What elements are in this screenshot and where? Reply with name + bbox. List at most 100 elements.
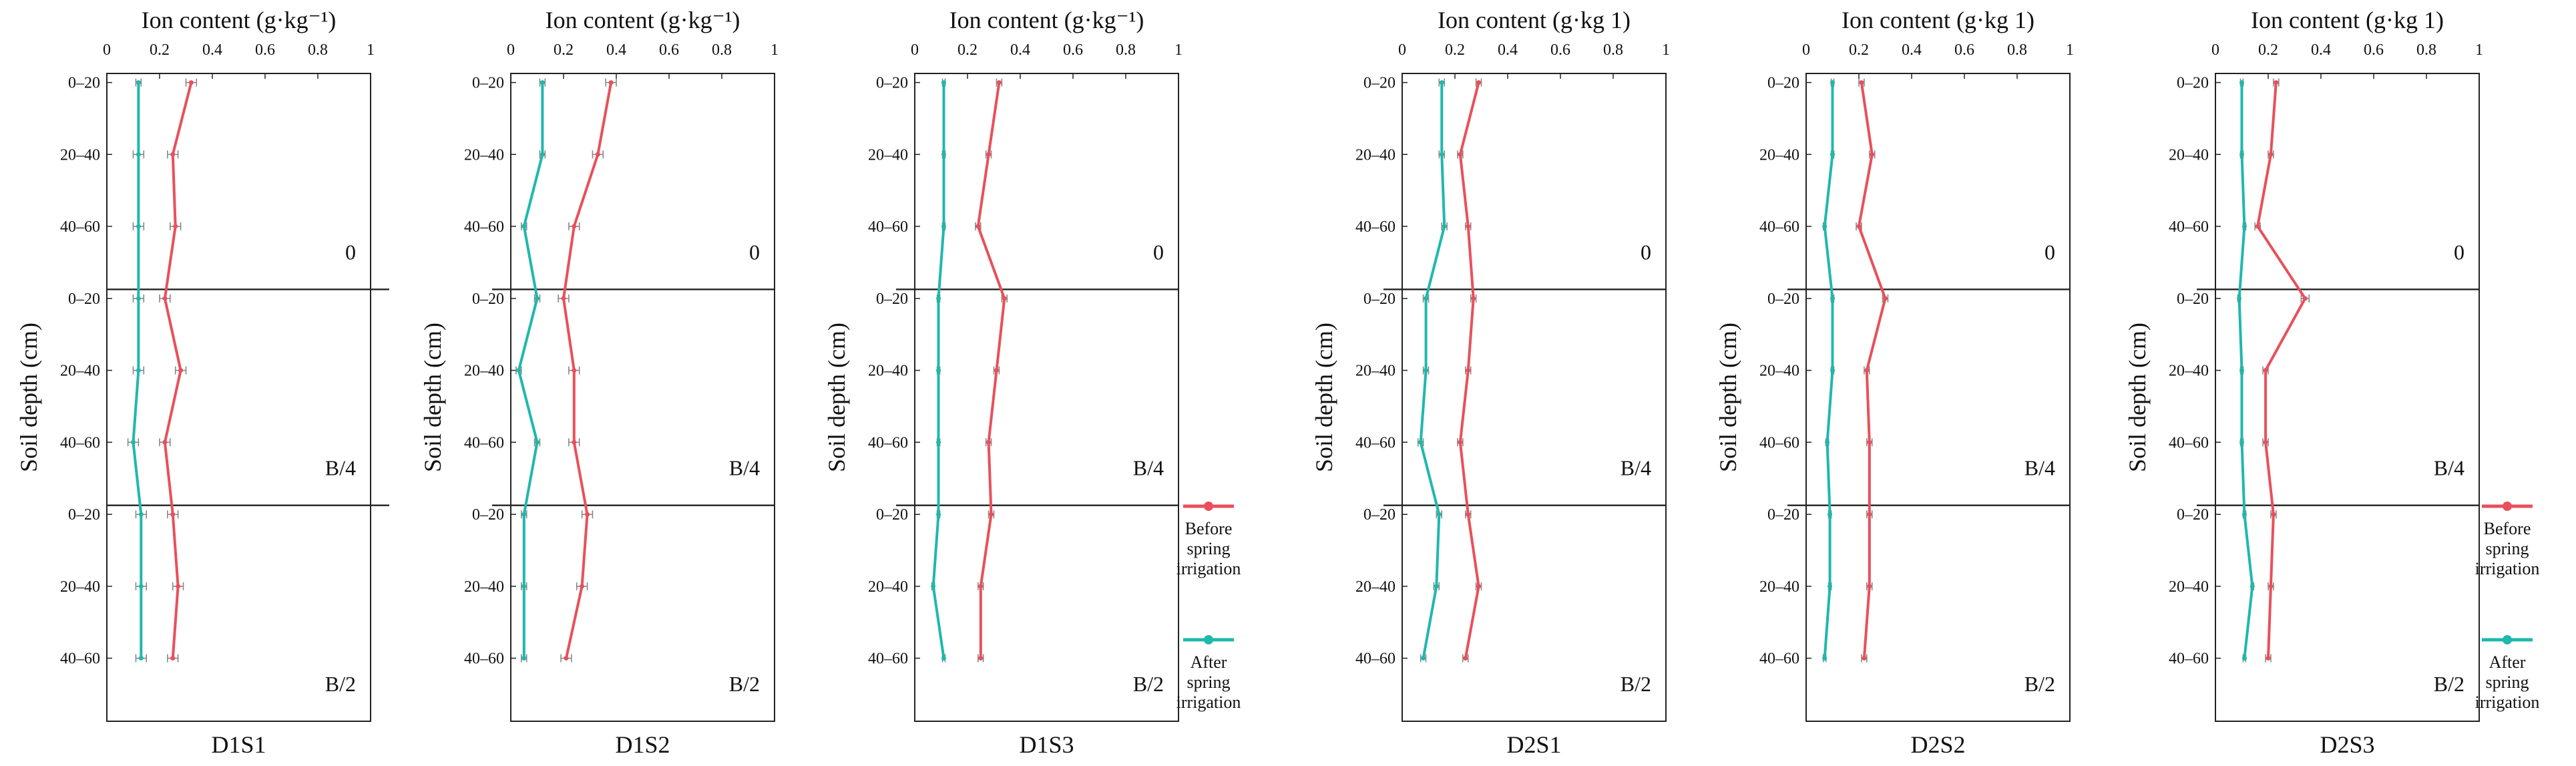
depth-tick-label: 0–20 xyxy=(68,291,100,308)
section-label: B/2 xyxy=(325,672,356,696)
after-point xyxy=(2239,152,2244,157)
before-point xyxy=(994,368,999,373)
legend-after-label: irrigation xyxy=(1176,693,1241,712)
depth-tick-label: 40–60 xyxy=(868,434,908,451)
y-axis-title: Soil depth (cm) xyxy=(419,323,446,472)
before-point xyxy=(1476,80,1482,85)
depth-tick-label: 40–60 xyxy=(60,434,100,451)
section-label: B/2 xyxy=(1133,672,1164,696)
x-tick-label: 0.4 xyxy=(2311,41,2331,59)
after-point xyxy=(1828,584,1833,589)
before-point xyxy=(572,439,577,445)
x-tick-label: 1 xyxy=(1174,41,1183,59)
after-point xyxy=(521,584,527,589)
before-point xyxy=(178,368,184,373)
x-tick-label: 0 xyxy=(1398,41,1406,59)
after-point xyxy=(1424,296,1429,301)
depth-tick-label: 0–20 xyxy=(472,506,504,524)
before-point xyxy=(170,656,176,661)
depth-tick-label: 0–20 xyxy=(876,506,908,524)
section-label: B/2 xyxy=(729,672,760,696)
depth-tick-label: 0–20 xyxy=(876,75,908,92)
section-label: 0 xyxy=(749,240,760,264)
y-axis-title: Soil depth (cm) xyxy=(15,323,42,472)
after-point xyxy=(136,368,141,373)
after-point xyxy=(1830,152,1835,157)
panel-d1s2: Ion content (g·kg⁻¹) 0 0.2 0.4 0.6 0.8 1 0–20 20… xyxy=(419,7,779,758)
panel-title: D2S1 xyxy=(1506,731,1561,758)
x-tick-label: 0.6 xyxy=(255,41,275,59)
depth-tick-label: 20–40 xyxy=(1355,578,1396,596)
after-point xyxy=(131,439,136,445)
legend-before-label: irrigation xyxy=(1176,559,1241,578)
legend-before-label: Before xyxy=(2484,519,2531,538)
before-point xyxy=(1476,584,1482,589)
after-series-line xyxy=(517,82,544,658)
after-point xyxy=(136,224,141,229)
section-label: 0 xyxy=(345,240,356,264)
before-point xyxy=(1867,584,1872,589)
before-point xyxy=(2255,224,2260,229)
section-label: B/2 xyxy=(1621,672,1651,696)
x-axis-title: Ion content (g·kg 1) xyxy=(1438,7,1631,33)
section-label: B/4 xyxy=(1133,456,1164,480)
after-point xyxy=(2239,439,2244,445)
depth-tick-label: 40–60 xyxy=(464,434,504,451)
legend: BeforespringirrigationAfterspringirrigat… xyxy=(2475,502,2540,712)
section-label: 0 xyxy=(2045,240,2055,264)
after-point xyxy=(136,152,141,157)
before-point xyxy=(978,656,984,661)
plot-frame xyxy=(1805,73,2071,722)
panel-title: D1S1 xyxy=(211,731,266,758)
after-point xyxy=(941,224,946,229)
before-point xyxy=(572,368,577,373)
depth-tick-label: 20–40 xyxy=(1355,146,1396,164)
legend-before-label: irrigation xyxy=(2475,559,2540,578)
before-point xyxy=(170,152,176,157)
panel-d1s1: Ion content (g·kg⁻¹) 0 0.2 0.4 0.6 0.8 1 0–20 20… xyxy=(15,7,389,758)
x-tick-label: 0.6 xyxy=(1063,41,1083,59)
panel-title: D1S2 xyxy=(615,731,670,758)
depth-tick-label: 0–20 xyxy=(1363,506,1396,524)
before-point xyxy=(986,152,992,157)
section-label: B/4 xyxy=(729,456,760,480)
before-point xyxy=(561,296,566,301)
after-point xyxy=(521,656,527,661)
x-tick-label: 0.6 xyxy=(1954,41,1974,59)
depth-tick-label: 0–20 xyxy=(876,291,908,308)
y-axis-title: Soil depth (cm) xyxy=(1715,323,1741,472)
x-tick-label: 0.8 xyxy=(712,41,732,59)
panel-d1s3: Ion content (g·kg⁻¹) 0 0.2 0.4 0.6 0.8 1 0–20 20… xyxy=(823,7,1183,758)
panel-title: D2S3 xyxy=(2320,731,2374,758)
depth-tick-label: 20–40 xyxy=(868,146,908,164)
after-point xyxy=(2241,512,2247,517)
section-label: B/4 xyxy=(325,456,356,480)
after-point xyxy=(1442,224,1447,229)
before-point xyxy=(2302,296,2308,301)
before-point xyxy=(1458,439,1463,445)
depth-tick-label: 0–20 xyxy=(68,506,100,524)
x-axis-title: Ion content (g·kg⁻¹) xyxy=(142,7,337,33)
x-tick-label: 0.2 xyxy=(2258,41,2278,59)
depth-tick-label: 0–20 xyxy=(68,75,100,92)
after-point xyxy=(941,80,946,85)
depth-tick-label: 0–20 xyxy=(472,291,504,308)
panel-d2s3: Ion content (g·kg 1) 0 0.2 0.4 0.6 0.8 1 0–20 20… xyxy=(2124,7,2483,758)
before-point xyxy=(173,224,178,229)
x-axis-title: Ion content (g·kg⁻¹) xyxy=(546,7,740,33)
depth-tick-label: 20–40 xyxy=(2169,146,2209,164)
depth-tick-label: 20–40 xyxy=(464,363,504,380)
panel-d2s1: Ion content (g·kg 1) 0 0.2 0.4 0.6 0.8 1 0–20 20… xyxy=(1311,7,1670,758)
after-point xyxy=(936,296,941,301)
after-point xyxy=(1830,296,1835,301)
legend-before-label: Before xyxy=(1185,519,1233,538)
x-tick-label: 1 xyxy=(2475,41,2483,59)
section-label: B/2 xyxy=(2434,672,2464,696)
depth-tick-label: 40–60 xyxy=(1355,650,1396,668)
before-point xyxy=(572,224,577,229)
before-point xyxy=(996,80,1002,85)
after-point xyxy=(1424,368,1429,373)
x-tick-label: 0.2 xyxy=(1445,41,1465,59)
depth-tick-label: 20–40 xyxy=(60,363,100,380)
depth-tick-label: 20–40 xyxy=(1355,363,1396,380)
